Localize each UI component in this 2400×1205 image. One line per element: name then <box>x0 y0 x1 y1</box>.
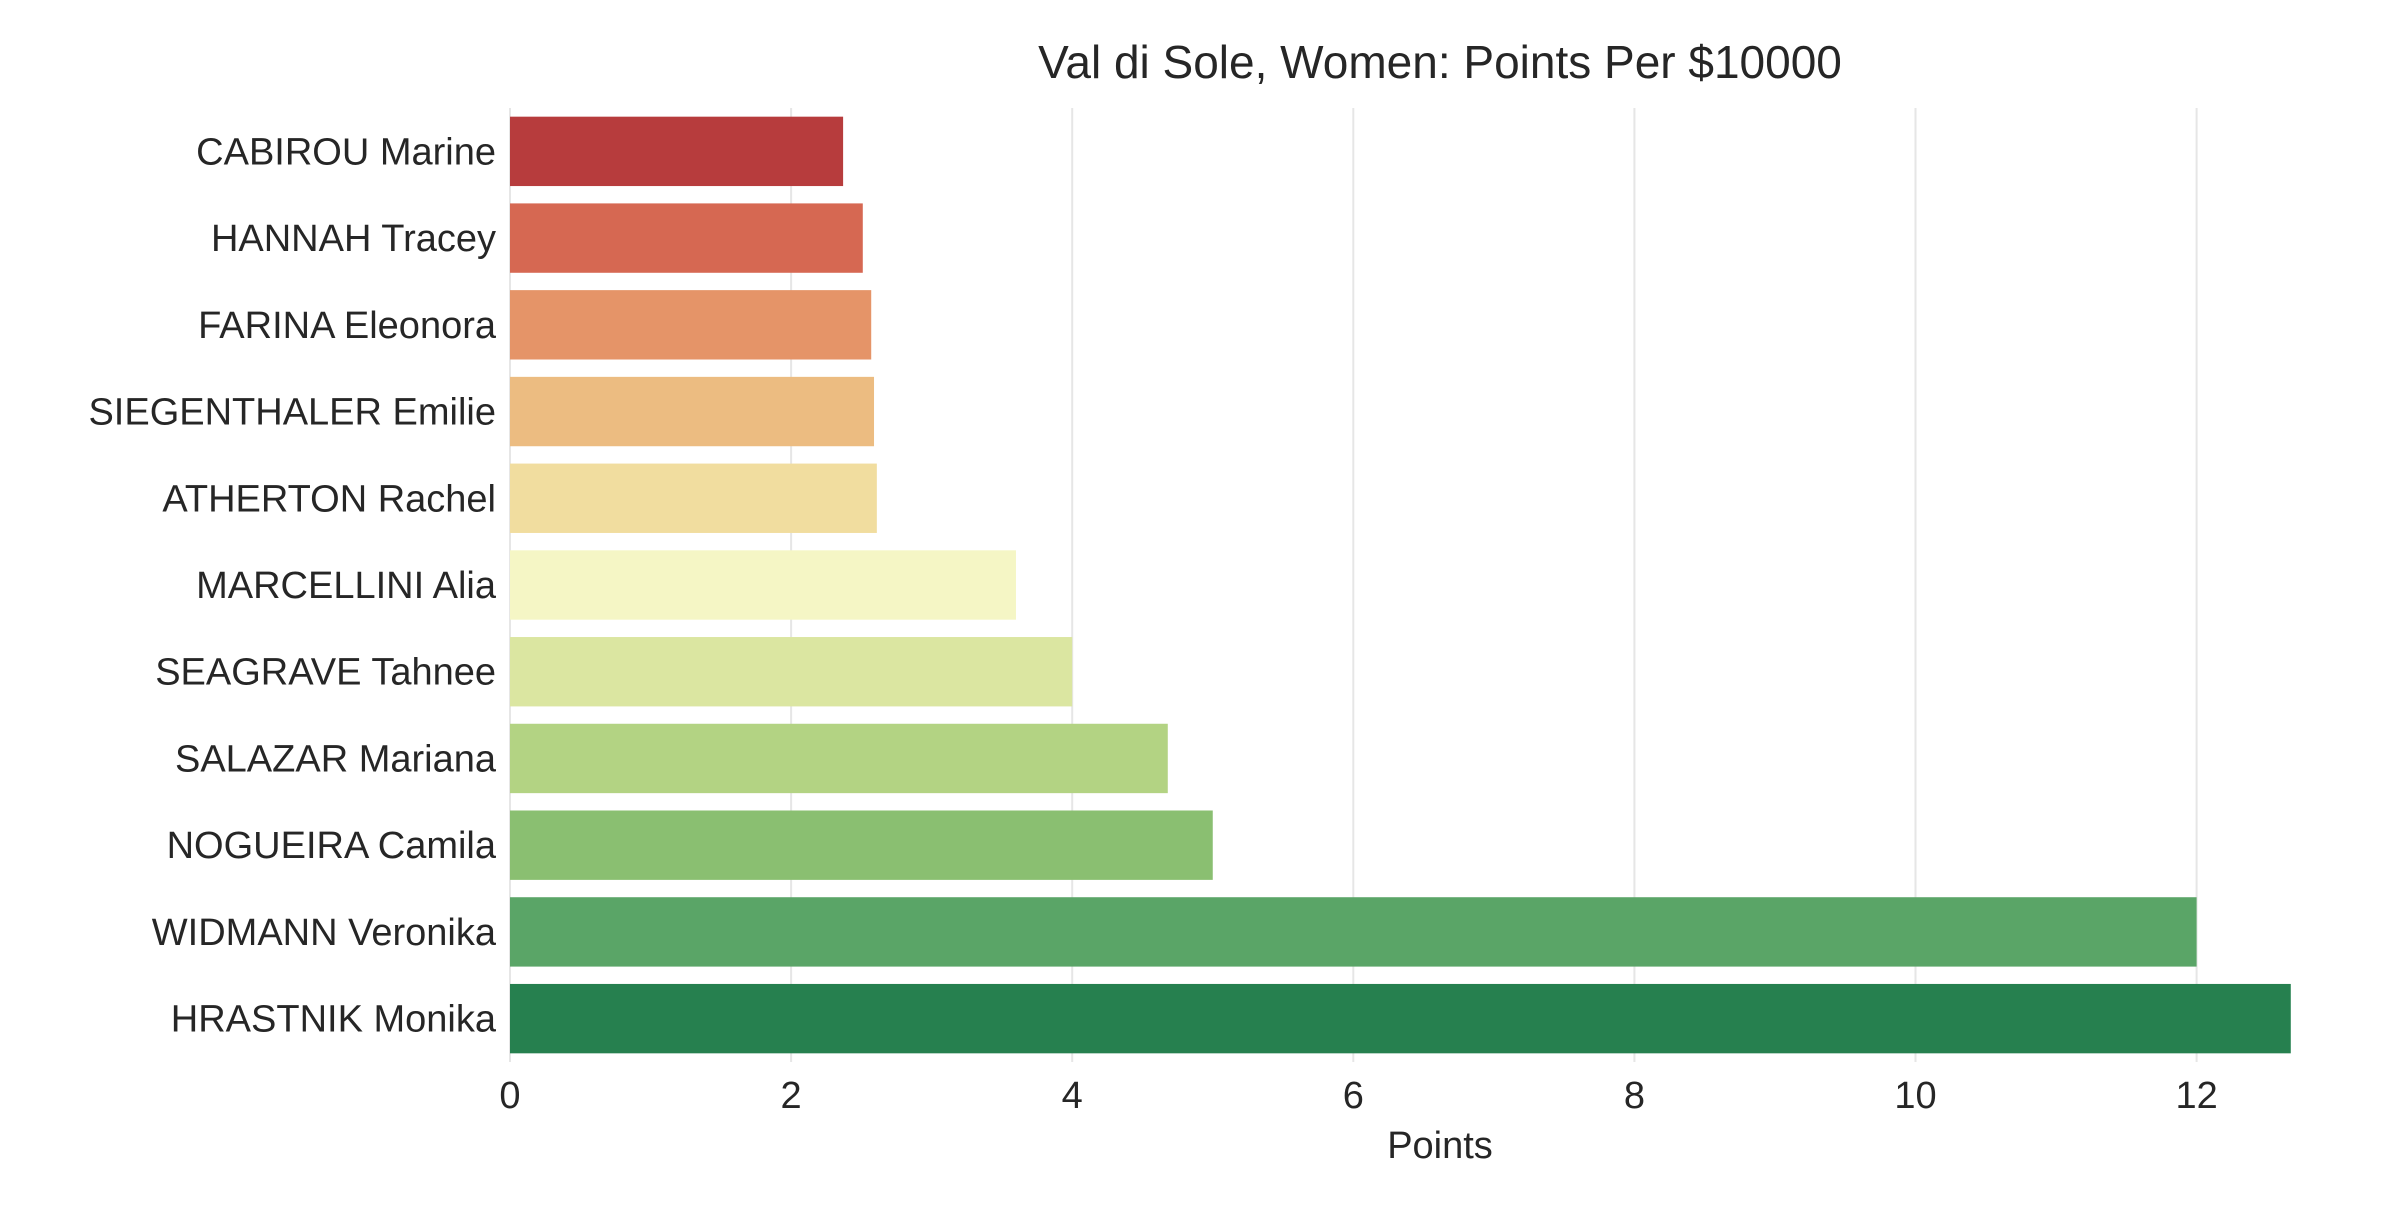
bar <box>510 810 1213 880</box>
category-label: SALAZAR Mariana <box>175 738 497 780</box>
category-label: NOGUEIRA Camila <box>167 825 497 867</box>
bar <box>510 290 872 360</box>
bar <box>510 376 875 447</box>
x-tick-label: 0 <box>499 1075 520 1117</box>
category-labels: CABIROU Marine HANNAH Tracey FARINA Eleono… <box>88 131 496 1040</box>
x-tick-labels: 0 2 4 6 8 10 12 <box>499 1075 2217 1117</box>
bar <box>510 203 863 273</box>
x-tick-label: 2 <box>781 1075 802 1117</box>
x-tick-label: 4 <box>1062 1075 1083 1117</box>
category-label: SEAGRAVE Tahnee <box>155 652 496 694</box>
category-label: ATHERTON Rachel <box>162 478 496 520</box>
bar <box>510 897 2197 967</box>
x-tick-label: 6 <box>1343 1075 1364 1117</box>
chart-title: Val di Sole, Women: Points Per $10000 <box>1038 36 1842 88</box>
category-label: WIDMANN Veronika <box>152 912 497 954</box>
bar <box>510 550 1016 620</box>
bar <box>510 463 877 533</box>
x-tick-label: 8 <box>1624 1075 1645 1117</box>
bar <box>510 983 2291 1054</box>
category-label: HRASTNIK Monika <box>171 999 497 1041</box>
category-label: HANNAH Tracey <box>211 218 496 260</box>
bar <box>510 116 844 187</box>
category-label: CABIROU Marine <box>196 131 496 173</box>
category-label: MARCELLINI Alia <box>196 565 497 607</box>
category-label: SIEGENTHALER Emilie <box>88 392 496 434</box>
bar <box>510 637 1073 707</box>
x-axis-label: Points <box>1387 1125 1493 1167</box>
x-tick-label: 10 <box>1894 1075 1936 1117</box>
x-tick-label: 12 <box>2175 1075 2217 1117</box>
bar <box>510 723 1168 794</box>
bars <box>510 116 2291 1054</box>
category-label: FARINA Eleonora <box>198 305 497 347</box>
